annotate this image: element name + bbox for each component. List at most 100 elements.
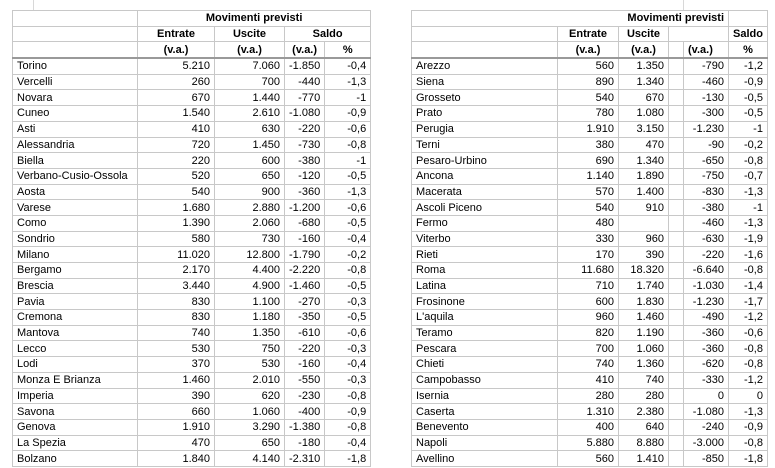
province-name: Cuneo	[12, 105, 138, 122]
spacer-cell	[668, 183, 684, 201]
table-row: Pescara 700 1.060 -360 -0,8	[411, 340, 768, 358]
entrate-value: 390	[137, 387, 215, 405]
saldo-va-value: -130	[683, 89, 729, 107]
saldo-va-value: -270	[283, 293, 326, 311]
table-row: Prato 780 1.080 -300 -0,5	[411, 105, 768, 122]
saldo-va-value: -1.030	[683, 277, 729, 295]
header-blank	[668, 25, 729, 43]
uscite-value: 1.350	[214, 324, 285, 342]
province-name: Benevento	[411, 418, 558, 436]
table-row: Napoli 5.880 8.880 -3.000 -0,8	[411, 434, 768, 452]
entrate-value: 830	[137, 293, 215, 311]
province-name: Alessandria	[12, 136, 138, 154]
spacer-cell	[668, 246, 684, 263]
saldo-va-value: -1.230	[683, 120, 729, 138]
saldo-va-value: -220	[683, 246, 729, 263]
spacer-cell	[668, 152, 684, 169]
province-name: Perugia	[411, 120, 558, 138]
header-blank	[12, 25, 138, 43]
entrate-value: 330	[557, 230, 619, 248]
saldo-pct-value: -0,4	[324, 434, 372, 452]
uscite-value: 750	[214, 340, 285, 358]
table-row: Lecco 530 750 -220 -0,3	[12, 340, 372, 358]
entrate-value: 540	[557, 199, 619, 216]
header-entrate: Entrate	[137, 25, 215, 43]
province-name: Brescia	[12, 277, 138, 295]
saldo-pct-value: -1,3	[324, 73, 372, 91]
province-name: Isernia	[411, 387, 558, 405]
entrate-value: 820	[557, 324, 619, 342]
uscite-value: 900	[214, 183, 285, 201]
saldo-va-value: -620	[683, 356, 729, 373]
saldo-va-value: -830	[683, 183, 729, 201]
table-row: Sondrio 580 730 -160 -0,4	[12, 230, 372, 248]
entrate-value: 260	[137, 73, 215, 91]
entrate-value: 1.840	[137, 450, 215, 467]
uscite-value: 1.350	[618, 57, 669, 75]
uscite-value: 530	[214, 356, 285, 373]
table-row: Isernia 280 280 0 0	[411, 387, 768, 405]
table-row: Imperia 390 620 -230 -0,8	[12, 387, 372, 405]
saldo-pct-value: -0,2	[728, 136, 768, 154]
spacer-cell	[668, 450, 684, 467]
saldo-pct-value: -0,8	[324, 418, 372, 436]
province-name: Frosinone	[411, 293, 558, 311]
table-row: Macerata 570 1.400 -830 -1,3	[411, 183, 768, 201]
uscite-value: 2.380	[618, 403, 669, 420]
spacer-cell	[668, 371, 684, 389]
table-row: Vercelli 260 700 -440 -1,3	[12, 73, 372, 91]
province-name: Grosseto	[411, 89, 558, 107]
table-row: Pesaro-Urbino 690 1.340 -650 -0,8	[411, 152, 768, 169]
header-uscite: Uscite	[618, 25, 669, 43]
uscite-value: 4.140	[214, 450, 285, 467]
entrate-value: 740	[557, 356, 619, 373]
uscite-value: 730	[214, 230, 285, 248]
saldo-pct-value: -1,2	[728, 309, 768, 326]
header-movimenti-previsti: Movimenti previsti	[136, 10, 372, 27]
saldo-va-value: -1.850	[283, 57, 326, 75]
table-row: Teramo 820 1.190 -360 -0,6	[411, 324, 768, 342]
table-row: Bergamo 2.170 4.400 -2.220 -0,8	[12, 262, 372, 279]
table-row: Roma 11.680 18.320 -6.640 -0,8	[411, 262, 768, 279]
uscite-value: 910	[618, 199, 669, 216]
saldo-va-value: -300	[683, 105, 729, 122]
entrate-value: 5.210	[137, 57, 215, 75]
saldo-va-value: -790	[683, 57, 729, 75]
spacer-cell	[668, 73, 684, 91]
uscite-value: 650	[214, 434, 285, 452]
entrate-value: 560	[557, 450, 619, 467]
header-blank	[12, 10, 138, 27]
saldo-pct-value: -0,4	[324, 57, 372, 75]
province-name: L'aquila	[411, 309, 558, 326]
uscite-value: 1.060	[214, 403, 285, 420]
province-name: Campobasso	[411, 371, 558, 389]
table-row: Benevento 400 640 -240 -0,9	[411, 418, 768, 436]
saldo-pct-value: -0,8	[324, 262, 372, 279]
saldo-pct-value: -1	[728, 120, 768, 138]
saldo-va-value: -550	[283, 371, 326, 389]
saldo-va-value: -680	[283, 214, 326, 232]
province-name: Viterbo	[411, 230, 558, 248]
table-row: Monza E Brianza 1.460 2.010 -550 -0,3	[12, 371, 372, 389]
province-name: Imperia	[12, 387, 138, 405]
saldo-pct-value: -0,5	[324, 214, 372, 232]
saldo-pct-value: -0,8	[324, 387, 372, 405]
province-name: Pesaro-Urbino	[411, 152, 558, 169]
uscite-value: 1.830	[618, 293, 669, 311]
saldo-va-value: -650	[683, 152, 729, 169]
spacer-cell	[668, 57, 684, 75]
entrate-value: 1.140	[557, 167, 619, 185]
saldo-va-value: -850	[683, 450, 729, 467]
spacer-cell	[668, 418, 684, 436]
province-name: Chieti	[411, 356, 558, 373]
saldo-va-value: -1.200	[283, 199, 326, 216]
entrate-value: 1.910	[557, 120, 619, 138]
table-row: Varese 1.680 2.880 -1.200 -0,6	[12, 199, 372, 216]
saldo-pct-value: -0,3	[324, 340, 372, 358]
saldo-pct-value: -1,6	[728, 246, 768, 263]
saldo-pct-value: -0,6	[324, 120, 372, 138]
saldo-va-value: -460	[683, 73, 729, 91]
province-name: Pavia	[12, 293, 138, 311]
header-entrate-va: (v.a.)	[557, 41, 619, 60]
saldo-va-value: -2.310	[283, 450, 326, 467]
